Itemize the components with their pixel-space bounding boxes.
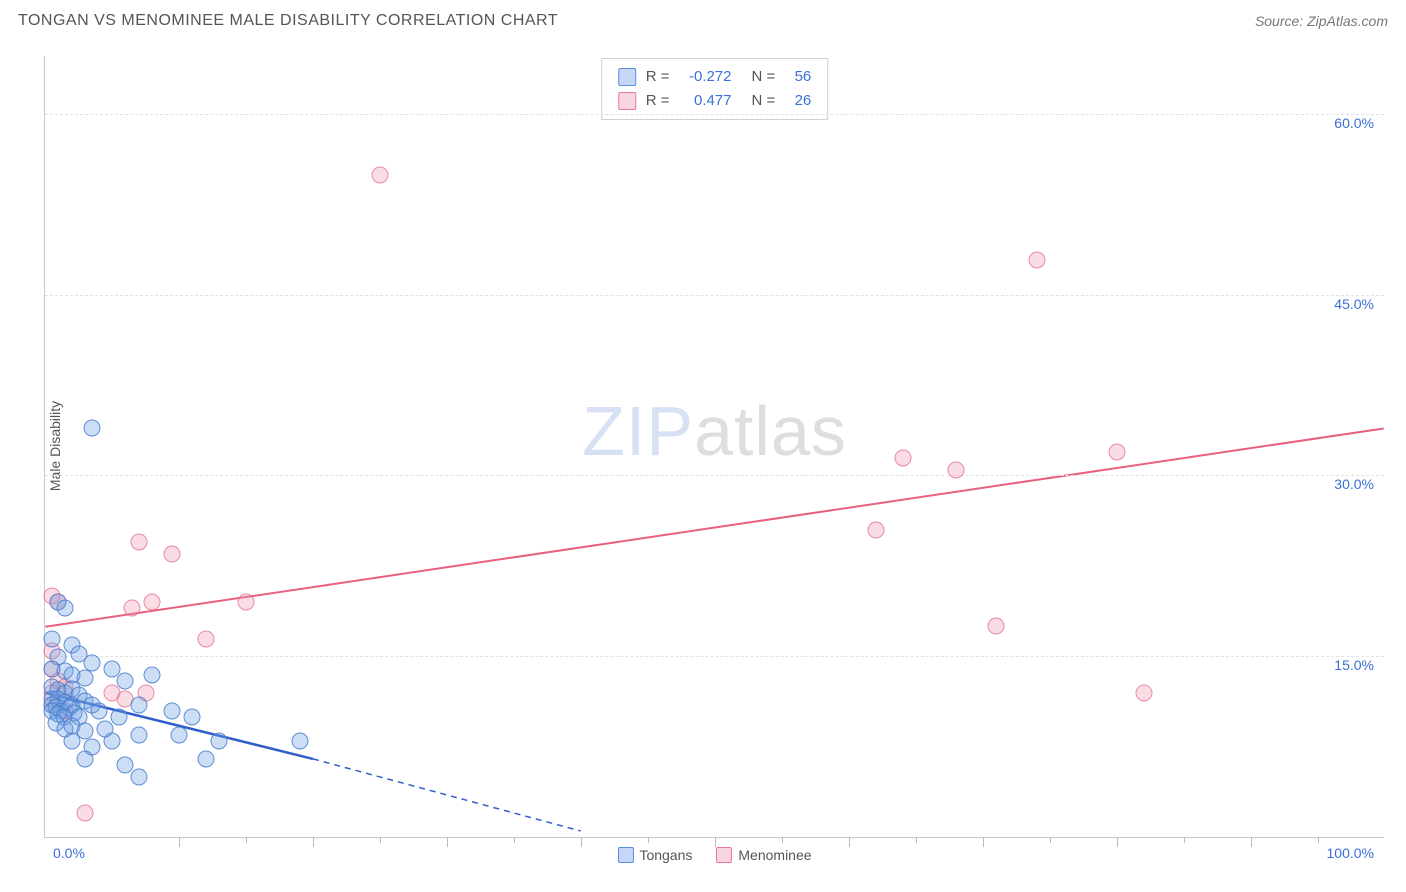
x-tick	[179, 837, 180, 847]
legend-label: Menominee	[738, 847, 811, 863]
chart-header: TONGAN VS MENOMINEE MALE DISABILITY CORR…	[0, 0, 1406, 38]
n-label: N =	[752, 89, 776, 113]
scatter-point	[144, 594, 161, 611]
x-tick	[447, 837, 448, 847]
n-value: 56	[785, 65, 811, 89]
scatter-point	[211, 732, 228, 749]
scatter-point	[291, 732, 308, 749]
x-tick	[1184, 837, 1185, 843]
scatter-point	[164, 546, 181, 563]
x-tick	[983, 837, 984, 847]
scatter-point	[197, 750, 214, 767]
scatter-point	[1028, 251, 1045, 268]
x-tick	[380, 837, 381, 843]
correlation-legend: R = -0.272 N = 56 R = 0.477 N = 26	[601, 58, 829, 120]
y-tick-label: 30.0%	[1334, 476, 1374, 492]
swatch-pink-icon	[618, 92, 636, 110]
chart-plot-area: R = -0.272 N = 56 R = 0.477 N = 26 ZIPat…	[44, 56, 1384, 838]
x-tick	[1050, 837, 1051, 843]
legend-label: Tongans	[639, 847, 692, 863]
scatter-point	[144, 666, 161, 683]
scatter-point	[948, 462, 965, 479]
x-tick	[581, 837, 582, 847]
y-tick-label: 15.0%	[1334, 657, 1374, 673]
scatter-point	[184, 708, 201, 725]
x-tick	[246, 837, 247, 843]
x-tick	[849, 837, 850, 847]
gridline	[45, 114, 1384, 115]
scatter-point	[1135, 684, 1152, 701]
x-tick	[1251, 837, 1252, 847]
watermark-atlas: atlas	[694, 392, 847, 470]
r-value: -0.272	[680, 65, 732, 89]
swatch-blue-icon	[618, 68, 636, 86]
x-tick	[1318, 837, 1319, 843]
gridline	[45, 656, 1384, 657]
scatter-point	[130, 726, 147, 743]
x-tick	[782, 837, 783, 843]
scatter-point	[171, 726, 188, 743]
scatter-point	[372, 167, 389, 184]
gridline	[45, 295, 1384, 296]
scatter-point	[1109, 444, 1126, 461]
legend-row-tongans: R = -0.272 N = 56	[618, 65, 812, 89]
r-value: 0.477	[680, 89, 732, 113]
scatter-point	[110, 708, 127, 725]
x-tick	[916, 837, 917, 843]
x-axis-min-label: 0.0%	[53, 845, 85, 861]
scatter-point	[57, 600, 74, 617]
scatter-point	[83, 654, 100, 671]
x-tick	[648, 837, 649, 843]
scatter-point	[130, 768, 147, 785]
scatter-point	[117, 672, 134, 689]
x-tick	[715, 837, 716, 847]
scatter-point	[197, 630, 214, 647]
n-value: 26	[785, 89, 811, 113]
scatter-point	[90, 702, 107, 719]
chart-source: Source: ZipAtlas.com	[1255, 13, 1388, 29]
scatter-point	[130, 534, 147, 551]
gridline	[45, 475, 1384, 476]
x-tick	[1117, 837, 1118, 847]
y-tick-label: 45.0%	[1334, 296, 1374, 312]
chart-title: TONGAN VS MENOMINEE MALE DISABILITY CORR…	[18, 12, 558, 30]
legend-item-menominee: Menominee	[716, 847, 811, 863]
scatter-point	[104, 732, 121, 749]
swatch-blue-icon	[617, 847, 633, 863]
watermark-zip: ZIP	[582, 392, 694, 470]
x-tick	[313, 837, 314, 847]
watermark: ZIPatlas	[582, 391, 847, 471]
r-label: R =	[646, 65, 670, 89]
legend-item-tongans: Tongans	[617, 847, 692, 863]
scatter-point	[77, 750, 94, 767]
scatter-point	[83, 419, 100, 436]
scatter-point	[43, 630, 60, 647]
scatter-point	[63, 732, 80, 749]
trend-lines	[45, 56, 1384, 837]
scatter-point	[867, 522, 884, 539]
scatter-point	[894, 450, 911, 467]
x-tick	[514, 837, 515, 843]
n-label: N =	[752, 65, 776, 89]
scatter-point	[238, 594, 255, 611]
scatter-point	[164, 702, 181, 719]
scatter-point	[988, 618, 1005, 635]
scatter-point	[124, 600, 141, 617]
y-tick-label: 60.0%	[1334, 115, 1374, 131]
x-axis-max-label: 100.0%	[1327, 845, 1374, 861]
scatter-point	[77, 804, 94, 821]
scatter-point	[130, 696, 147, 713]
legend-row-menominee: R = 0.477 N = 26	[618, 89, 812, 113]
swatch-pink-icon	[716, 847, 732, 863]
r-label: R =	[646, 89, 670, 113]
series-legend: Tongans Menominee	[617, 847, 811, 863]
